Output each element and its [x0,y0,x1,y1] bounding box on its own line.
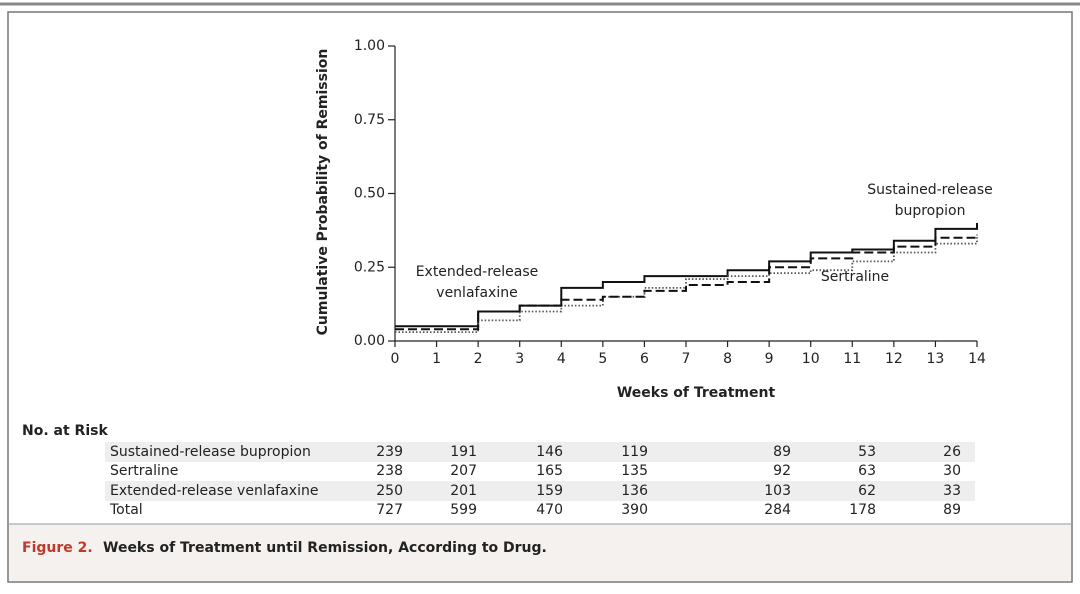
x-tick-label: 0 [391,351,400,367]
risk-value: 62 [858,483,876,499]
risk-value: 135 [621,463,648,479]
risk-value: 207 [450,463,477,479]
risk-value: 165 [536,463,563,479]
risk-value: 136 [621,483,648,499]
risk-value: 239 [376,444,403,460]
risk-title: No. at Risk [22,423,108,439]
x-tick-label: 9 [765,351,774,367]
risk-value: 89 [773,444,791,460]
risk-value: 30 [943,463,961,479]
risk-row-name: Sustained-release bupropion [110,444,311,460]
x-axis-label: Weeks of Treatment [617,385,776,401]
annotation: Extended-release [416,264,539,280]
y-tick-label: 1.00 [354,38,385,54]
x-tick-label: 7 [682,351,691,367]
risk-value: 284 [764,502,791,518]
risk-value: 238 [376,463,403,479]
annotation: Sustained-release [867,182,993,198]
risk-value: 89 [943,502,961,518]
risk-value: 159 [536,483,563,499]
frame [7,11,1073,583]
x-tick-label: 12 [885,351,903,367]
risk-row-bg [105,481,975,501]
caption-bg [9,524,1071,581]
risk-row-name: Total [109,502,143,518]
x-tick-label: 13 [927,351,945,367]
risk-value: 191 [450,444,477,460]
annotation: venlafaxine [436,285,517,301]
risk-value: 390 [621,502,648,518]
annotation: Sertraline [821,269,889,285]
x-tick-label: 6 [640,351,649,367]
y-tick-label: 0.75 [354,112,385,128]
series-line [395,234,978,334]
risk-value: 103 [764,483,791,499]
x-tick-label: 3 [515,351,524,367]
y-tick-label: 0.50 [354,186,385,202]
x-tick-label: 2 [474,351,483,367]
x-tick-label: 14 [968,351,986,367]
risk-value: 470 [536,502,563,518]
risk-value: 178 [849,502,876,518]
risk-value: 63 [858,463,876,479]
x-tick-label: 10 [802,351,820,367]
risk-row-name: Extended-release venlafaxine [110,483,318,499]
risk-row-bg [105,442,975,462]
y-tick-label: 0.25 [354,259,385,275]
annotation: bupropion [895,203,966,219]
x-tick-label: 11 [843,351,861,367]
risk-value: 53 [858,444,876,460]
caption-text: Weeks of Treatment until Remission, Acco… [103,540,547,556]
y-tick-label: 0.00 [354,333,385,349]
risk-value: 33 [943,483,961,499]
x-tick-label: 8 [723,351,732,367]
risk-value: 92 [773,463,791,479]
y-axis-label: Cumulative Probability of Remission [315,49,331,336]
risk-value: 250 [376,483,403,499]
risk-value: 201 [450,483,477,499]
risk-value: 26 [943,444,961,460]
series-line [395,234,978,331]
risk-value: 119 [621,444,648,460]
risk-value: 146 [536,444,563,460]
risk-value: 599 [450,502,477,518]
risk-row-name: Sertraline [110,463,178,479]
x-tick-label: 4 [557,351,566,367]
x-tick-label: 5 [598,351,607,367]
caption-label: Figure 2. [22,540,93,556]
x-tick-label: 1 [432,351,441,367]
risk-value: 727 [376,502,403,518]
